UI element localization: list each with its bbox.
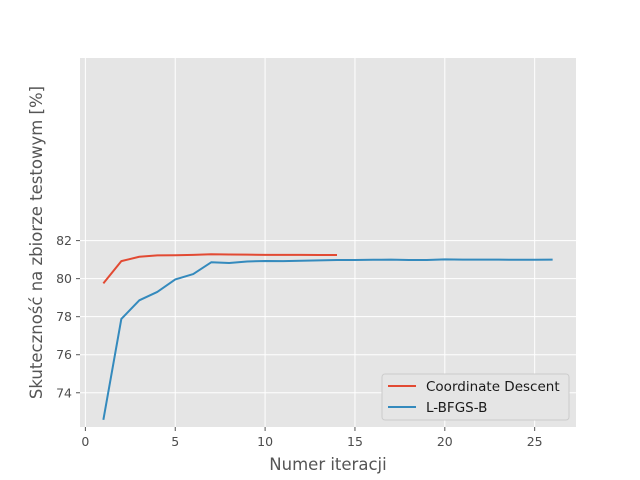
y-tick-label: 74 [56, 385, 72, 400]
x-axis-label: Numer iteracji [269, 455, 386, 474]
x-tick-label: 5 [171, 434, 179, 449]
legend-label-coordinate-descent: Coordinate Descent [426, 379, 560, 395]
series-line-coordinate-descent [102, 253, 337, 285]
x-tick-label: 20 [437, 434, 453, 449]
x-tick-label: 10 [257, 434, 273, 449]
x-tick-label: 0 [81, 434, 89, 449]
y-tick-label: 76 [56, 347, 72, 362]
legend-label-lbfgsb: L-BFGS-B [426, 400, 487, 416]
y-tick-label: 80 [56, 271, 72, 286]
plot-area [80, 58, 576, 427]
y-tick-label: 82 [56, 233, 72, 248]
axis-ticks: 0 5 10 15 20 25 74 76 78 80 82 [56, 233, 543, 449]
legend-box [381, 373, 570, 421]
series-lines [102, 253, 553, 420]
x-tick-label: 25 [527, 434, 543, 449]
y-axis-label: Skuteczność na zbiorze testowym [%] [27, 86, 46, 399]
legend: Coordinate Descent L-BFGS-B [381, 373, 570, 421]
series-line-lbfgsb [102, 258, 553, 420]
y-tick-label: 78 [56, 309, 72, 324]
x-tick-label: 15 [347, 434, 363, 449]
grid-lines [80, 58, 576, 427]
